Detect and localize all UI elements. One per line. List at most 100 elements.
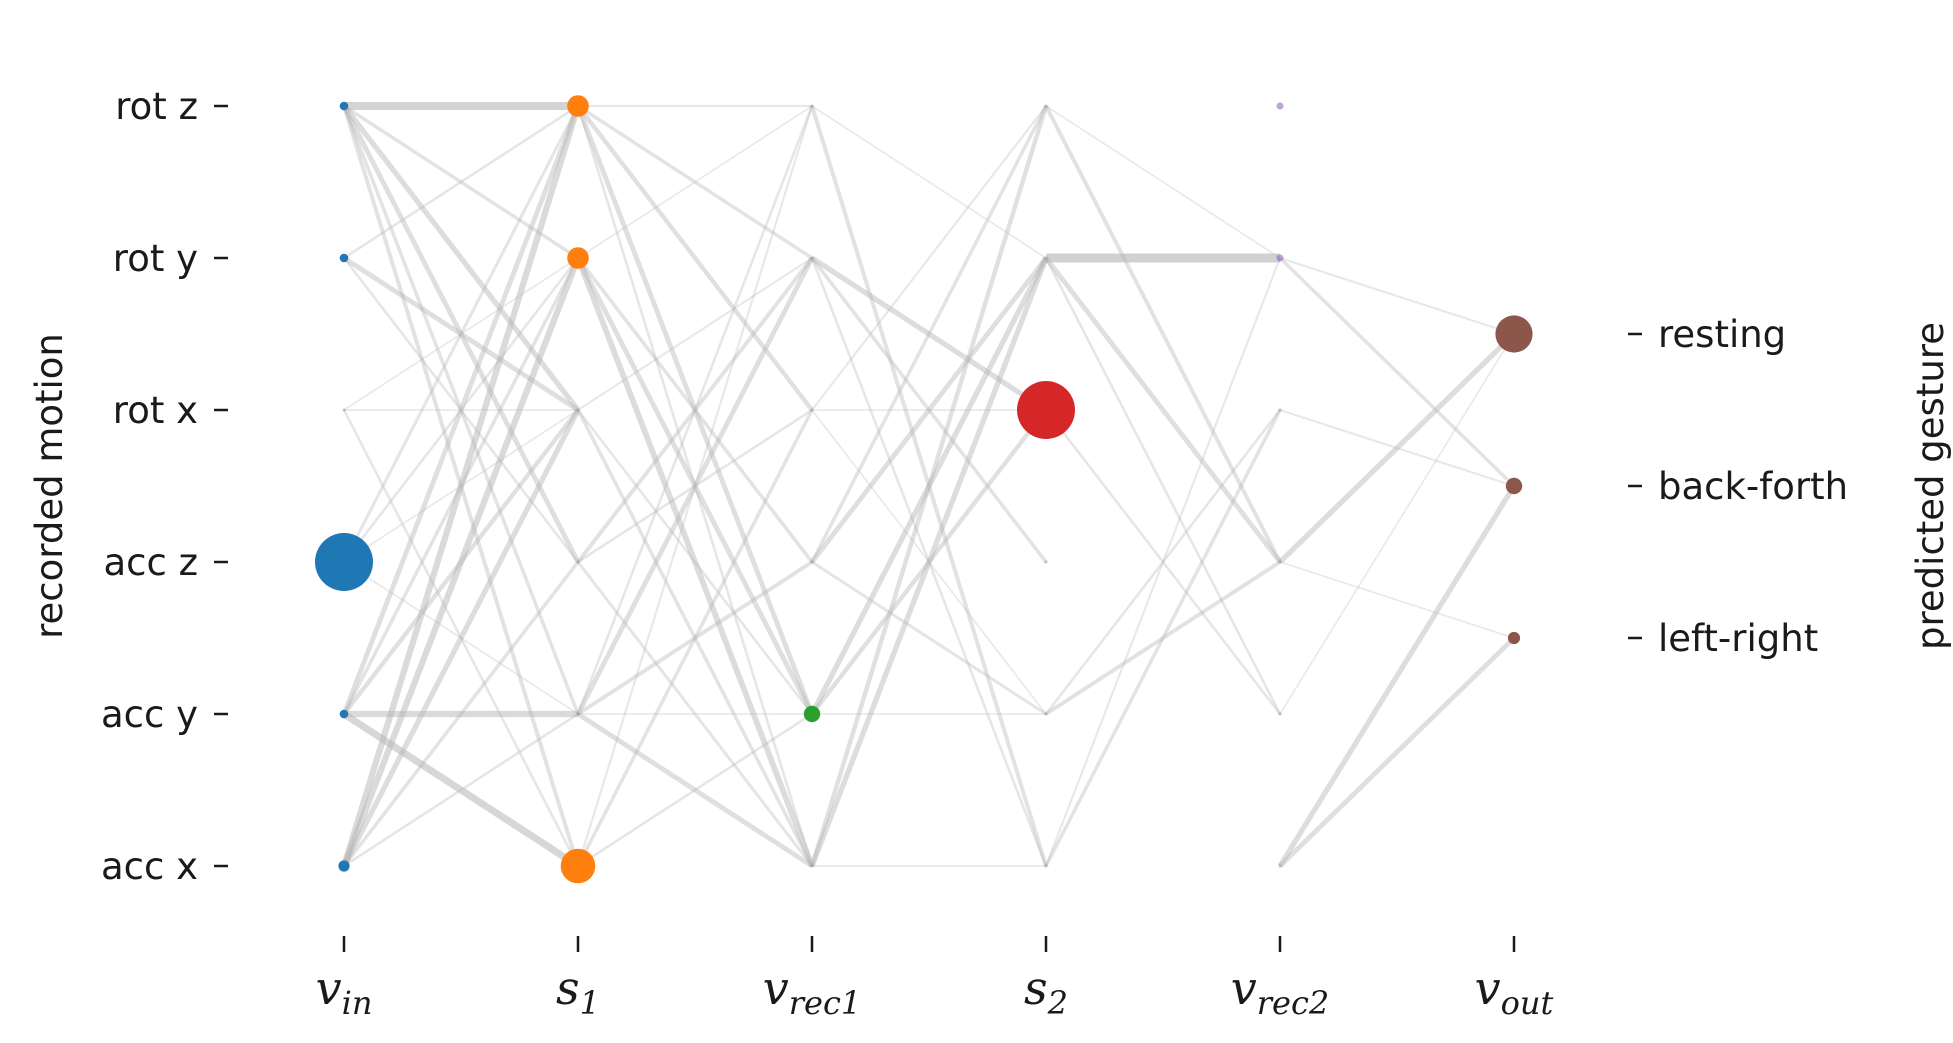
edge-s10-vrec14 [575, 105, 815, 715]
node-s1-3 [576, 560, 580, 564]
edge-s15-vrec14 [577, 712, 813, 868]
edge-s14-vrec13 [576, 560, 814, 716]
edges-group [341, 102, 1517, 869]
edge-vin5-s12 [341, 408, 581, 868]
node-vrec2-5 [1278, 864, 1282, 868]
node-s1-5 [560, 848, 596, 884]
edge-vrec12-s24 [811, 409, 1047, 715]
node-vin-0 [339, 101, 349, 111]
edge-vrec11-s25 [810, 257, 1048, 867]
node-vout-0 [1495, 315, 1533, 353]
x-tick-label-vout: vout [1475, 961, 1554, 1022]
edge-s14-vrec15 [576, 711, 814, 869]
edge-s24-vrec23 [1044, 560, 1282, 716]
edge-s25-vrec22 [1044, 409, 1282, 867]
edge-vrec25-vout1 [1277, 484, 1517, 868]
edge-s14-vrec10 [576, 105, 814, 715]
y-tick-label-left-5: acc x [101, 845, 198, 888]
node-vrec1-5 [810, 864, 814, 868]
node-vrec1-3 [810, 560, 814, 564]
y-tick-label-left-3: acc z [103, 541, 198, 584]
edge-vin0-s15 [342, 105, 580, 867]
edge-vin3-s11 [342, 257, 580, 563]
edge-vrec15-s21 [809, 257, 1049, 867]
edge-vin4-s10 [341, 105, 581, 715]
edge-s20-vrec23 [1044, 105, 1282, 563]
edge-s11-vrec14 [575, 256, 815, 716]
node-s2-5 [1044, 864, 1048, 868]
edge-vrec21-vout1 [1278, 256, 1516, 488]
edge-vrec14-s22 [810, 408, 1048, 716]
edge-vrec13-s21 [810, 256, 1048, 564]
edge-s10-vrec11 [577, 104, 813, 260]
edge-vin4-s15 [342, 711, 580, 869]
node-s1-4 [576, 712, 580, 716]
node-s1-2 [576, 408, 580, 412]
node-vin-4 [339, 709, 349, 719]
edge-vin0-s11 [343, 104, 579, 260]
x-tick-label-vin: vin [316, 961, 373, 1022]
edge-s12-vrec14 [576, 409, 814, 715]
y-axis-title-left: recorded motion [28, 333, 71, 639]
node-vrec2-1 [1276, 254, 1284, 262]
y-tick-label-right-1: back-forth [1658, 465, 1848, 508]
edge-vin1-s10 [343, 104, 579, 260]
node-s2-1 [1044, 256, 1048, 260]
edge-vin2-s11 [343, 257, 579, 411]
node-vrec1-0 [810, 104, 814, 108]
y-axis-title-right: predicted gesture [1909, 322, 1952, 650]
y-tick-label-left-4: acc y [101, 693, 198, 736]
edge-vrec21-vout0 [1279, 256, 1515, 336]
edge-vin3-s10 [342, 105, 580, 563]
node-vrec1-2 [810, 408, 814, 412]
edge-vin4-s11 [342, 257, 580, 715]
edge-vrec23-vout0 [1278, 332, 1516, 564]
edge-s22-vrec24 [1044, 409, 1282, 715]
edge-s12-vrec15 [576, 409, 814, 867]
edge-s25-vrec21 [1044, 257, 1282, 867]
node-s2-4 [1044, 712, 1048, 716]
edge-s13-vrec12 [577, 408, 813, 564]
edge-s15-vrec12 [576, 409, 814, 867]
node-vin-3 [315, 533, 373, 591]
y-tick-label-left-1: rot y [113, 237, 198, 280]
y-tick-label-left-2: rot x [113, 389, 198, 432]
y-tick-label-right-2: left-right [1658, 617, 1818, 660]
edge-vrec13-s20 [810, 105, 1048, 563]
edge-vrec11-s22 [810, 255, 1048, 413]
edge-s11-vrec15 [575, 256, 815, 868]
edge-vin0-s14 [342, 105, 580, 715]
edge-vrec13-s24 [811, 560, 1047, 716]
node-s2-2 [1017, 381, 1075, 439]
node-vrec2-0 [1276, 102, 1284, 110]
edge-vin4-s12 [342, 408, 580, 716]
edge-vin2-s15 [342, 409, 580, 867]
node-vrec1-4 [803, 705, 821, 723]
edge-vin1-s13 [342, 257, 580, 563]
edge-vin3-s14 [343, 561, 579, 715]
edge-s15-vrec10 [576, 105, 814, 867]
node-vrec1-1 [810, 256, 814, 260]
node-vrec2-2 [1278, 408, 1282, 412]
edge-vin5-s11 [341, 256, 581, 868]
edge-s24-vrec22 [1044, 409, 1282, 715]
edge-s21-vrec23 [1044, 256, 1282, 564]
x-tick-label-s2: s2 [1024, 961, 1068, 1022]
edge-vin3-s12 [343, 409, 579, 563]
edge-vrec25-vout2 [1278, 636, 1516, 868]
node-vout-2 [1507, 631, 1521, 645]
node-vrec2-3 [1278, 560, 1282, 564]
node-vin-2 [342, 408, 346, 412]
edge-s21-vrec24 [1044, 257, 1282, 715]
y-tick-label-right-0: resting [1658, 313, 1786, 356]
edge-vrec14-s21 [809, 256, 1049, 716]
node-vout-1 [1505, 477, 1523, 495]
node-vrec2-4 [1278, 712, 1282, 716]
edge-vrec15-s20 [809, 105, 1049, 867]
node-s2-3 [1044, 560, 1048, 564]
node-s1-1 [567, 247, 589, 269]
node-s1-0 [567, 95, 589, 117]
edge-vrec10-s21 [811, 105, 1047, 259]
edge-s10-vrec15 [576, 105, 814, 867]
